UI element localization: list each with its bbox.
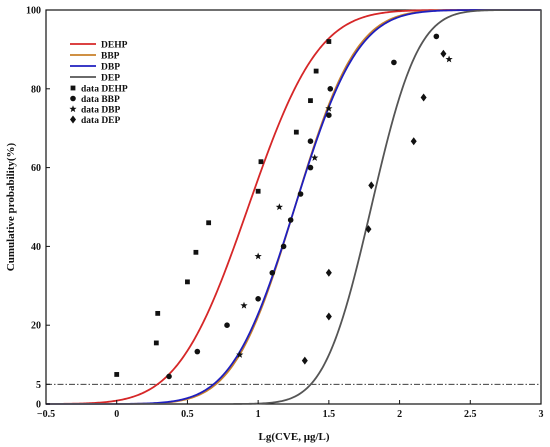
data-point bbox=[185, 279, 190, 285]
legend-marker bbox=[70, 85, 76, 91]
legend-marker bbox=[70, 115, 76, 124]
legend-label: data DEP bbox=[81, 116, 121, 126]
data-point bbox=[287, 217, 294, 223]
legend-marker bbox=[69, 105, 77, 113]
data-point bbox=[308, 98, 313, 104]
data-point bbox=[297, 191, 304, 197]
x-axis-title: Lg(CVE, μg/L) bbox=[258, 431, 329, 443]
data-point bbox=[194, 348, 201, 355]
x-tick-label: 0 bbox=[114, 409, 119, 420]
data-point bbox=[258, 159, 264, 165]
legend-label: DEHP bbox=[101, 41, 128, 51]
data-point bbox=[307, 164, 314, 171]
data-points bbox=[114, 33, 453, 380]
data-point bbox=[307, 138, 314, 145]
legend-item-data-bbp: data BBP bbox=[70, 95, 120, 105]
legend-item-data-dehp: data DEHP bbox=[70, 85, 128, 95]
data-point bbox=[255, 296, 261, 302]
data-point bbox=[293, 129, 299, 135]
x-tick-label: −0.5 bbox=[37, 409, 55, 420]
data-point bbox=[153, 340, 159, 346]
x-tick-label: 1.5 bbox=[323, 409, 336, 420]
x-tick-label: 3 bbox=[539, 409, 544, 420]
data-point bbox=[255, 188, 261, 194]
data-point bbox=[155, 310, 161, 316]
legend-item-dep: DEP bbox=[70, 74, 120, 84]
y-tick-label: 40 bbox=[31, 242, 41, 253]
legend-item-bbp: BBP bbox=[70, 52, 120, 62]
y-tick-label: 0 bbox=[36, 400, 41, 411]
data-point bbox=[313, 68, 319, 74]
data-point bbox=[368, 181, 375, 190]
legend-item-dehp: DEHP bbox=[70, 41, 128, 51]
plot-frame bbox=[45, 9, 542, 405]
y-tick-label: 80 bbox=[31, 84, 41, 95]
legend-label: data BBP bbox=[81, 95, 120, 105]
series-data-dbp bbox=[236, 55, 453, 358]
y-tick-label: 100 bbox=[26, 6, 41, 17]
data-point bbox=[224, 322, 230, 329]
data-point bbox=[240, 301, 248, 309]
legend-label: DBP bbox=[101, 63, 120, 73]
fitted-curves bbox=[46, 9, 541, 405]
data-point bbox=[206, 220, 212, 226]
legend-label: BBP bbox=[101, 52, 120, 62]
data-point bbox=[326, 39, 332, 44]
data-point bbox=[311, 153, 319, 161]
legend-item-data-dep: data DEP bbox=[70, 115, 121, 126]
series-data-dep bbox=[301, 49, 447, 365]
y-axis-title: Cumulative probability(%) bbox=[5, 142, 17, 271]
curve-dbp bbox=[46, 9, 541, 405]
x-tick-label: 2.5 bbox=[464, 409, 477, 420]
data-point bbox=[445, 55, 453, 63]
data-point bbox=[269, 269, 276, 276]
data-point bbox=[193, 249, 199, 255]
data-point bbox=[325, 268, 332, 277]
data-point bbox=[420, 93, 427, 102]
y-tick-label: 60 bbox=[31, 163, 41, 174]
x-tick-label: 1 bbox=[256, 409, 261, 420]
data-point bbox=[365, 225, 372, 234]
data-point bbox=[236, 350, 244, 358]
data-point bbox=[301, 356, 308, 365]
y-tick-label: 5 bbox=[36, 380, 41, 391]
data-point bbox=[254, 252, 262, 260]
data-point bbox=[275, 203, 283, 211]
data-point bbox=[325, 312, 332, 321]
curve-dehp bbox=[46, 9, 541, 405]
x-tick-label: 2 bbox=[397, 409, 402, 420]
data-point bbox=[327, 86, 334, 92]
data-point bbox=[166, 373, 172, 380]
legend-label: DEP bbox=[101, 74, 120, 84]
y-tick-label: 20 bbox=[31, 321, 41, 332]
data-point bbox=[325, 104, 333, 112]
data-point bbox=[280, 243, 287, 250]
legend-label: data DEHP bbox=[81, 85, 128, 95]
data-point bbox=[440, 49, 447, 58]
legend-item-data-dbp: data DBP bbox=[69, 105, 121, 116]
curve-bbp bbox=[46, 9, 541, 405]
data-point bbox=[391, 59, 397, 66]
legend-marker bbox=[70, 95, 76, 102]
x-tick-label: 0.5 bbox=[181, 409, 194, 420]
curve-dep bbox=[46, 9, 541, 405]
data-point bbox=[433, 33, 440, 40]
series-data-dehp bbox=[114, 39, 332, 377]
data-point bbox=[326, 112, 332, 118]
legend-item-dbp: DBP bbox=[70, 63, 120, 73]
data-point bbox=[114, 372, 120, 377]
data-point bbox=[410, 137, 417, 146]
series-data-bbp bbox=[166, 33, 440, 380]
legend-label: data DBP bbox=[81, 106, 121, 116]
